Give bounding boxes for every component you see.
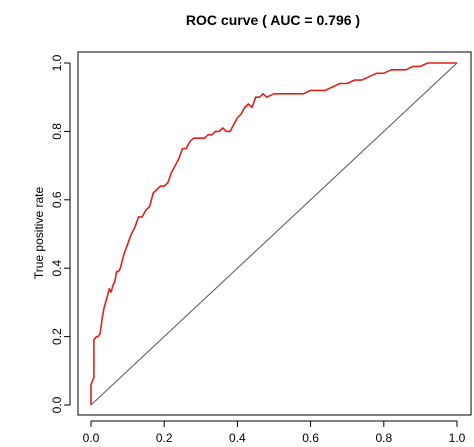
x-tick-label-2: 0.4 — [229, 431, 246, 445]
chart-title: ROC curve ( AUC = 0.796 ) — [186, 12, 360, 28]
x-tick-label-4: 0.8 — [375, 431, 392, 445]
x-tick-label-5: 1.0 — [449, 431, 466, 445]
x-tick-label-1: 0.2 — [156, 431, 173, 445]
y-tick-label-2: 0.4 — [50, 260, 64, 277]
x-tick-label-3: 0.6 — [302, 431, 319, 445]
plot-frame — [77, 51, 472, 416]
y-tick-label-5: 1.0 — [50, 54, 64, 71]
x-axis: 0.0 0.2 0.4 0.6 0.8 1.0 — [83, 420, 466, 445]
y-axis-label: True positive rate — [32, 187, 46, 280]
y-tick-label-1: 0.2 — [50, 328, 64, 345]
y-tick-label-4: 0.8 — [50, 123, 64, 140]
chance-diagonal-line — [90, 62, 458, 406]
y-tick-label-3: 0.6 — [50, 191, 64, 208]
y-axis: 0.0 0.2 0.4 0.6 0.8 1.0 — [50, 54, 71, 413]
roc-curve-line — [90, 62, 457, 405]
x-tick-label-0: 0.0 — [83, 431, 100, 445]
y-tick-label-0: 0.0 — [50, 396, 64, 413]
